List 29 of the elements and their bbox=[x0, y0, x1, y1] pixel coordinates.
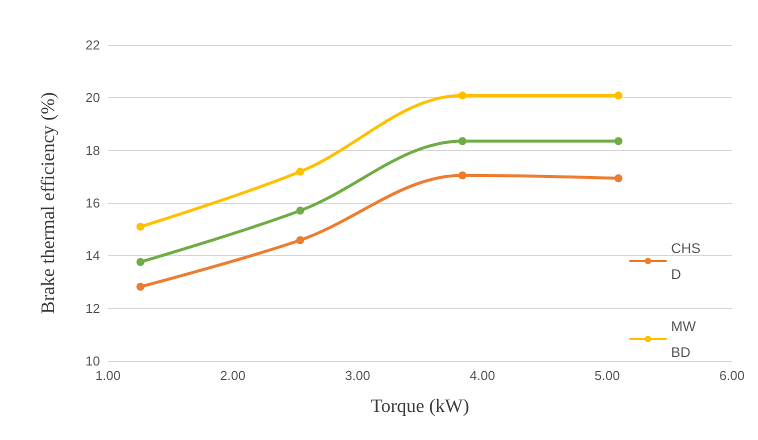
point bbox=[458, 92, 466, 100]
y-tick-label: 16 bbox=[86, 196, 100, 210]
x-tick-label: 4.00 bbox=[470, 368, 496, 383]
point bbox=[458, 171, 466, 180]
point bbox=[136, 282, 144, 291]
point bbox=[136, 258, 144, 266]
y-tick-label: 10 bbox=[86, 354, 100, 368]
point bbox=[296, 168, 304, 176]
point bbox=[296, 236, 304, 244]
x-tick-label: 2.00 bbox=[220, 368, 246, 383]
y-tick-label: 20 bbox=[86, 90, 100, 106]
y-axis-title: Brake thermal efficiency (%) bbox=[38, 92, 59, 314]
point bbox=[136, 222, 144, 231]
x-tick-label: 3.00 bbox=[344, 368, 370, 383]
point bbox=[458, 137, 466, 146]
x-tick-label: 5.00 bbox=[594, 368, 620, 383]
point bbox=[296, 206, 304, 215]
y-tick-label: 18 bbox=[86, 142, 100, 158]
x-tick-label: 1.00 bbox=[95, 368, 121, 383]
y-tick-label: 14 bbox=[86, 248, 100, 264]
point bbox=[614, 174, 622, 182]
point bbox=[614, 137, 622, 146]
y-tick-label: 22 bbox=[86, 38, 100, 52]
legend-label: MWBD bbox=[671, 318, 697, 360]
y-tick-label: 12 bbox=[86, 300, 100, 316]
x-axis-title: Torque (kW) bbox=[370, 396, 470, 417]
legend-label: CHSD bbox=[671, 240, 701, 282]
point bbox=[614, 92, 622, 100]
x-tick-label: 6.00 bbox=[719, 368, 745, 383]
